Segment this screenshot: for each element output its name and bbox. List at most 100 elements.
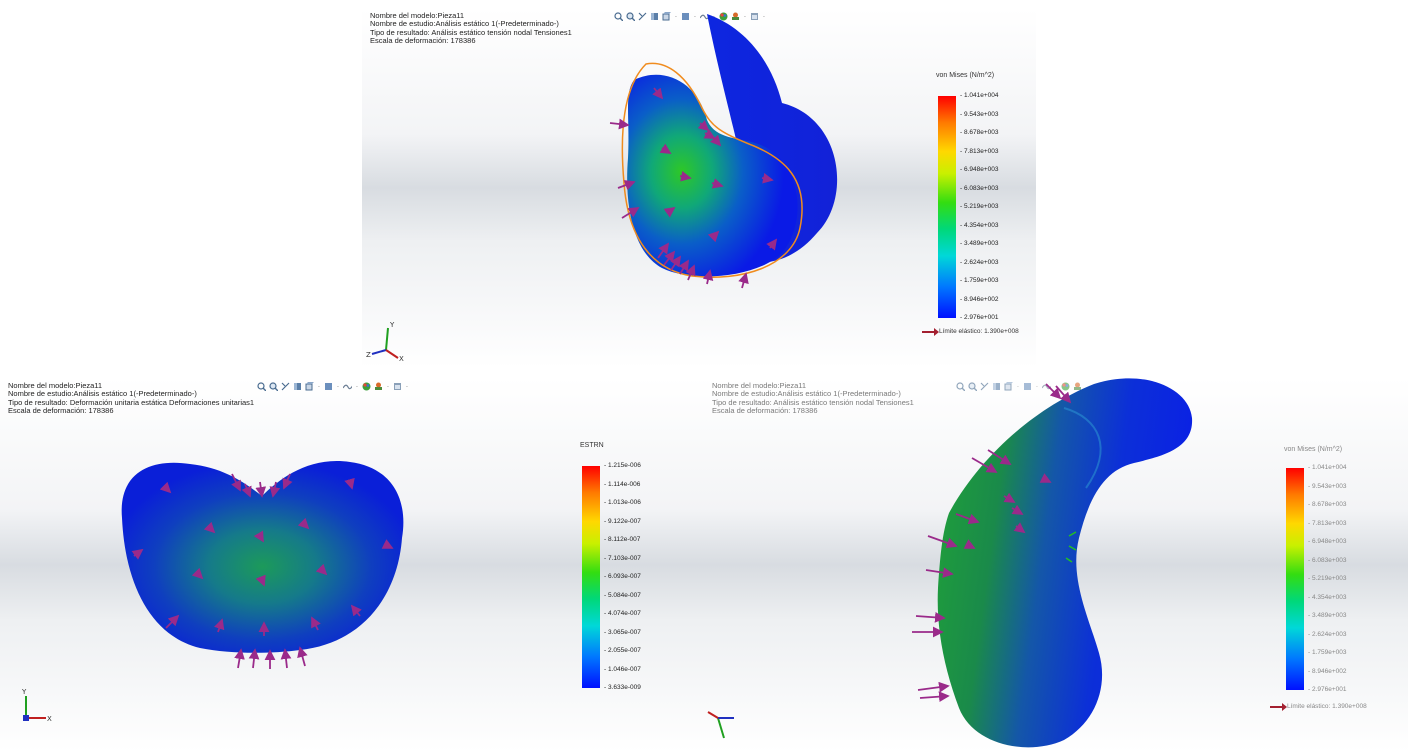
dropdown-sep: · — [743, 12, 747, 21]
study-name: Nombre de estudio:Análisis estático 1(-P… — [8, 389, 197, 399]
view-settings-icon[interactable] — [750, 12, 759, 21]
legend-tick: - 9.543e+003 — [960, 110, 999, 118]
axis-triad: Y X — [21, 688, 52, 723]
stress-model-view[interactable] — [362, 8, 1036, 368]
model-back-surface — [707, 14, 838, 263]
legend-tick: - 4.354e+003 — [1308, 593, 1347, 601]
legend-tick: - 3.489e+003 — [1308, 612, 1347, 619]
yield-arrow-icon — [1270, 702, 1287, 711]
deformation-scale: Escala de deformación: 178386 — [712, 406, 818, 416]
legend-tick: - 9.122e-007 — [604, 517, 641, 525]
dropdown-sep: · — [1035, 382, 1039, 391]
dropdown-sep: · — [712, 12, 716, 21]
axis-x-label: X — [47, 715, 52, 723]
results-viewport-top[interactable]: Nombre del modelo:Pieza11 Nombre de estud… — [362, 8, 1036, 368]
previous-view-icon[interactable] — [638, 12, 647, 21]
stress-model-side-view[interactable] — [704, 378, 1408, 752]
section-view-icon[interactable] — [293, 382, 302, 391]
axis-z-label: Z — [366, 351, 371, 359]
axis-y-label: Y — [21, 688, 27, 696]
results-viewport-bottom-left[interactable]: Nombre del modelo:Pieza11 Nombre de estud… — [0, 378, 704, 752]
legend-tick: - 2.055e-007 — [604, 647, 641, 654]
view-orientation-icon[interactable] — [305, 382, 314, 391]
legend-tick: - 7.813e+003 — [960, 147, 999, 155]
display-style-icon[interactable] — [1023, 382, 1032, 391]
apply-scene-icon[interactable] — [731, 12, 740, 21]
dropdown-sep: · — [762, 12, 766, 21]
legend-tick: - 2.624e+003 — [960, 258, 999, 266]
legend-tick: - 5.084e-007 — [604, 591, 641, 599]
heads-up-toolbar: · · · · · — [257, 382, 409, 391]
zoom-to-fit-icon[interactable] — [956, 382, 965, 391]
apply-scene-icon[interactable] — [374, 382, 383, 391]
legend-tick: - 2.624e+003 — [1308, 630, 1347, 638]
legend-tick: - 2.976e+001 — [1308, 686, 1347, 693]
legend-tick: - 1.041e+004 — [960, 92, 999, 99]
study-info: Nombre del modelo:Pieza11 Nombre de estud… — [8, 381, 255, 416]
fixture-marks — [1065, 531, 1077, 563]
section-view-icon[interactable] — [650, 12, 659, 21]
result-type: Tipo de resultado: Deformación unitaria … — [8, 397, 255, 407]
legend-tick: - 3.633e-009 — [604, 684, 641, 691]
dropdown-sep: · — [355, 382, 359, 391]
zoom-to-area-icon[interactable] — [626, 12, 635, 21]
study-info: Nombre del modelo:Pieza11 Nombre de estud… — [712, 381, 914, 416]
legend-tick: - 1.114e-006 — [604, 480, 641, 488]
dropdown-sep: · — [317, 382, 321, 391]
legend-tick: - 8.112e-007 — [604, 536, 641, 543]
legend-tick: - 3.065e-007 — [604, 628, 641, 636]
color-bar — [1286, 468, 1304, 690]
legend-tick: - 4.354e+003 — [960, 221, 999, 229]
previous-view-icon[interactable] — [281, 382, 290, 391]
view-orientation-icon[interactable] — [1004, 382, 1013, 391]
result-type: Tipo de resultado: Análisis estático ten… — [712, 397, 914, 407]
yield-arrow-icon — [922, 327, 939, 336]
hide-show-icon[interactable] — [343, 382, 352, 391]
study-name: Nombre de estudio:Análisis estático 1(-P… — [712, 389, 901, 399]
dropdown-sep: · — [386, 382, 390, 391]
dropdown-sep: · — [693, 12, 697, 21]
legend-tick: - 6.093e-007 — [604, 573, 641, 580]
yield-label: Límite elástico: 1.390e+008 — [1287, 703, 1367, 710]
yield-label: Límite elástico: 1.390e+008 — [939, 328, 1019, 335]
edit-appearance-icon[interactable] — [362, 382, 371, 391]
heads-up-toolbar: · · · — [956, 382, 1082, 391]
legend-tick: - 1.046e-007 — [604, 665, 641, 673]
section-view-icon[interactable] — [992, 382, 1001, 391]
legend-tick: - 3.489e+003 — [960, 240, 999, 247]
color-bar — [582, 466, 600, 688]
display-style-icon[interactable] — [681, 12, 690, 21]
view-orientation-icon[interactable] — [662, 12, 671, 21]
axis-y-label: Y — [389, 321, 395, 329]
zoom-to-area-icon[interactable] — [968, 382, 977, 391]
model-name: Nombre del modelo:Pieza11 — [712, 381, 807, 390]
zoom-to-area-icon[interactable] — [269, 382, 278, 391]
legend-tick: - 6.948e+003 — [960, 166, 999, 173]
strain-model-view[interactable] — [0, 378, 704, 752]
legend-tick: - 1.759e+003 — [960, 277, 999, 284]
result-type: Tipo de resultado: Análisis estático ten… — [370, 27, 572, 37]
model-name: Nombre del modelo:Pieza11 — [8, 381, 103, 390]
dropdown-sep: · — [1016, 382, 1020, 391]
load-arrows — [131, 473, 394, 669]
view-settings-icon[interactable] — [393, 382, 402, 391]
edit-appearance-icon[interactable] — [719, 12, 728, 21]
color-bar — [938, 96, 956, 318]
legend-tick: - 5.219e+003 — [960, 203, 999, 210]
axis-triad — [707, 711, 734, 739]
legend-tick: - 7.103e-007 — [604, 554, 641, 562]
results-viewport-bottom-right[interactable]: Nombre del modelo:Pieza11 Nombre de estud… — [704, 378, 1408, 752]
zoom-to-fit-icon[interactable] — [614, 12, 623, 21]
dropdown-sep: · — [674, 12, 678, 21]
apply-scene-icon[interactable] — [1073, 382, 1082, 391]
model-surface — [121, 460, 404, 653]
edit-appearance-icon[interactable] — [1061, 382, 1070, 391]
previous-view-icon[interactable] — [980, 382, 989, 391]
legend-title: von Mises (N/m^2) — [1284, 446, 1343, 453]
legend-tick: - 2.976e+001 — [960, 314, 999, 321]
surface-highlight — [1063, 407, 1102, 489]
legend-tick: - 9.543e+003 — [1308, 482, 1347, 490]
display-style-icon[interactable] — [324, 382, 333, 391]
zoom-to-fit-icon[interactable] — [257, 382, 266, 391]
legend-tick: - 1.759e+003 — [1308, 649, 1347, 656]
